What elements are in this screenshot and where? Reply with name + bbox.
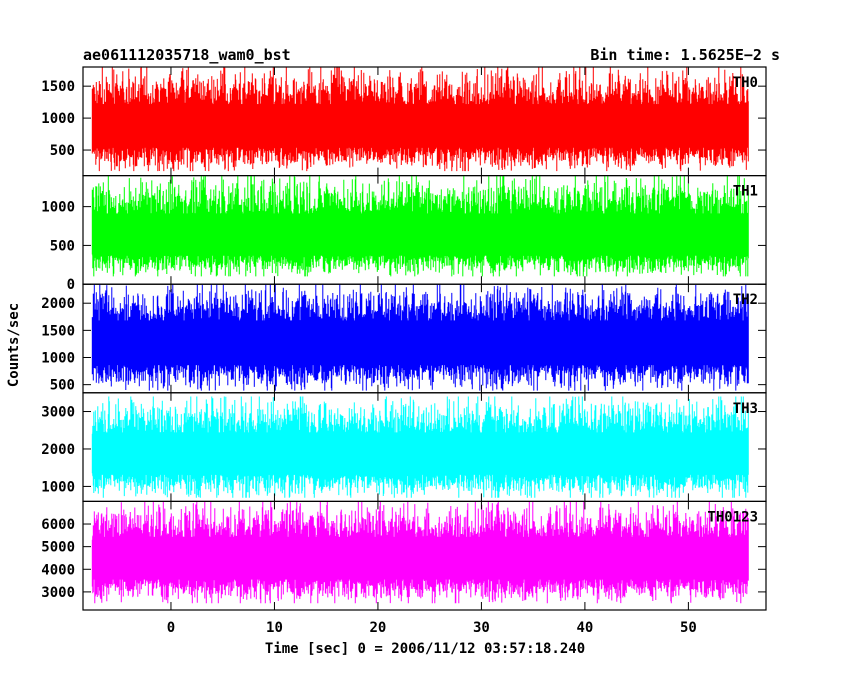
panel-label-th1: TH1 bbox=[733, 184, 758, 200]
y-tick-label: 1500 bbox=[41, 323, 75, 339]
x-tick-label: 20 bbox=[370, 620, 387, 636]
x-tick-label: 50 bbox=[680, 620, 697, 636]
panel-label-th3: TH3 bbox=[733, 401, 758, 417]
panel-label-th0: TH0 bbox=[733, 75, 758, 91]
x-tick-label: 30 bbox=[473, 620, 490, 636]
y-tick-label: 2000 bbox=[41, 442, 75, 458]
y-tick-label: 3000 bbox=[41, 585, 75, 601]
y-tick-label: 0 bbox=[67, 277, 75, 293]
x-tick-label: 0 bbox=[167, 620, 175, 636]
y-tick-label: 500 bbox=[50, 143, 75, 159]
y-tick-label: 500 bbox=[50, 378, 75, 394]
y-tick-label: 1000 bbox=[41, 200, 75, 216]
series-body-th0123 bbox=[92, 536, 749, 580]
panel-label-th2: TH2 bbox=[733, 292, 758, 308]
y-tick-label: 3000 bbox=[41, 405, 75, 421]
y-tick-label: 1000 bbox=[41, 351, 75, 367]
panel-frame-th0123 bbox=[82, 500, 767, 611]
x-tick-label: 10 bbox=[266, 620, 283, 636]
chart-title-left: ae061112035718_wam0_bst bbox=[83, 46, 291, 64]
y-tick-label: 1500 bbox=[41, 79, 75, 95]
y-tick-label: 2000 bbox=[41, 296, 75, 312]
x-axis-label: Time [sec] 0 = 2006/11/12 03:57:18.240 bbox=[265, 641, 585, 657]
series-body-th0 bbox=[92, 104, 749, 148]
y-tick-label: 1000 bbox=[41, 479, 75, 495]
y-tick-label: 1000 bbox=[41, 111, 75, 127]
y-axis-label: Counts/sec bbox=[6, 303, 22, 387]
y-tick-label: 5000 bbox=[41, 540, 75, 556]
y-tick-label: 6000 bbox=[41, 517, 75, 533]
x-tick-label: 40 bbox=[576, 620, 593, 636]
y-tick-label: 4000 bbox=[41, 562, 75, 578]
series-body-th2 bbox=[92, 320, 749, 366]
panel-label-th0123: TH0123 bbox=[707, 509, 758, 525]
series-body-th1 bbox=[92, 213, 749, 256]
y-tick-label: 500 bbox=[50, 238, 75, 254]
chart-title-right: Bin time: 1.5625E−2 s bbox=[590, 46, 780, 64]
series-body-th3 bbox=[92, 432, 749, 475]
